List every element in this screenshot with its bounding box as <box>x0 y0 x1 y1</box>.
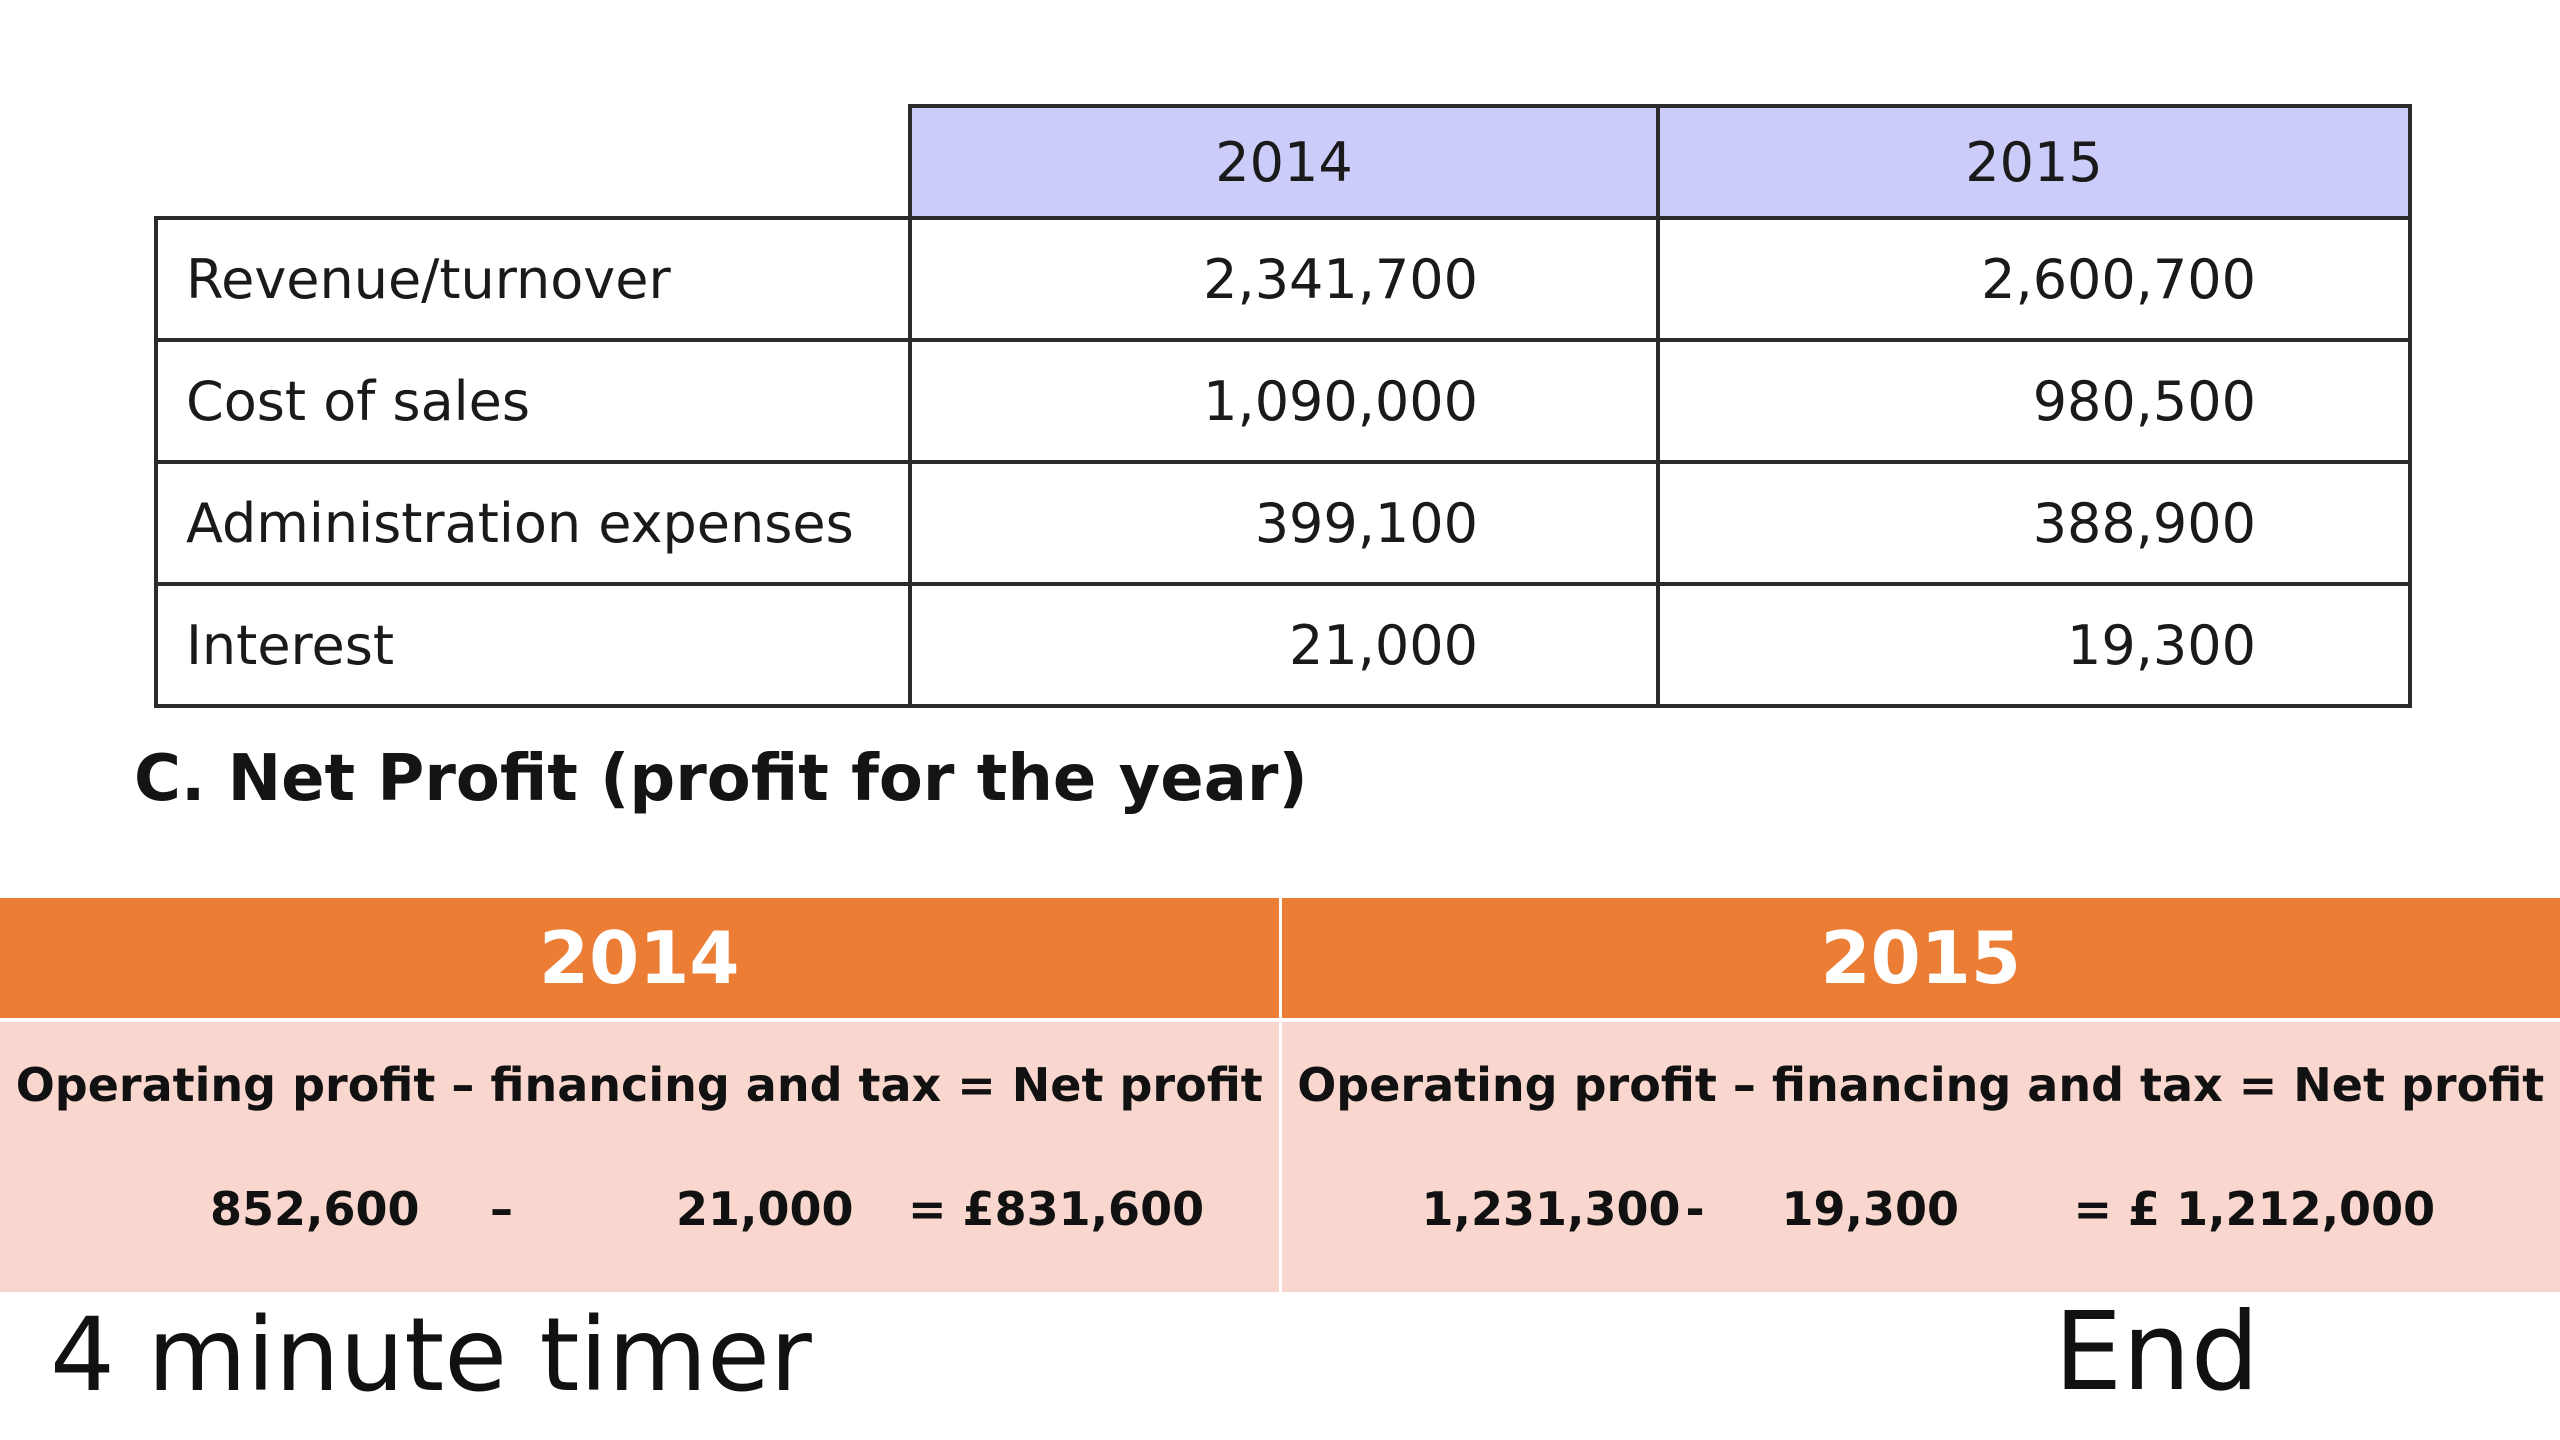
row-label-interest: Interest <box>154 582 912 708</box>
interest-2014: 21,000 <box>908 582 1660 708</box>
net-profit-year-2015: 2015 <box>1278 898 2560 1020</box>
minus-sign-2014: – <box>490 1182 513 1236</box>
row-label-cost-of-sales: Cost of sales <box>154 338 912 464</box>
operating-profit-2014: 852,600 <box>210 1182 420 1236</box>
financials-table: 2014 2015 Revenue/turnover 2,341,700 2,6… <box>154 104 2412 708</box>
end-button[interactable]: End <box>2054 1290 2260 1415</box>
financials-corner-cell <box>156 106 912 220</box>
net-profit-cell-2015: Operating profit – financing and tax = N… <box>1278 1018 2560 1292</box>
table-row: Interest 21,000 19,300 <box>154 582 2412 708</box>
net-profit-year-2014: 2014 <box>0 898 1280 1020</box>
admin-expenses-2014: 399,100 <box>908 460 1660 586</box>
financials-header-2014: 2014 <box>908 104 1660 220</box>
section-heading: C. Net Profit (profit for the year) <box>134 742 1308 816</box>
net-profit-result-2015: = £ 1,212,000 <box>2073 1182 2436 1236</box>
financing-2014: 21,000 <box>676 1182 854 1236</box>
table-row: Cost of sales 1,090,000 980,500 <box>154 338 2412 464</box>
timer-label: 4 minute timer <box>50 1296 812 1415</box>
row-label-revenue: Revenue/turnover <box>154 216 912 342</box>
operating-profit-2015: 1,231,300 <box>1421 1182 1681 1236</box>
net-profit-table: 2014 2015 Operating profit – financing a… <box>0 898 2560 1292</box>
net-profit-result-2014: = £831,600 <box>908 1182 1205 1236</box>
admin-expenses-2015: 388,900 <box>1656 460 2412 586</box>
table-row: Revenue/turnover 2,341,700 2,600,700 <box>154 216 2412 342</box>
net-profit-body-row: Operating profit – financing and tax = N… <box>0 1018 2560 1292</box>
cost-of-sales-2014: 1,090,000 <box>908 338 1660 464</box>
formula-2014: Operating profit – financing and tax = N… <box>15 1058 1263 1112</box>
net-profit-header-row: 2014 2015 <box>0 898 2560 1020</box>
minus-sign-2015: - <box>1685 1182 1705 1236</box>
interest-2015: 19,300 <box>1656 582 2412 708</box>
formula-2015: Operating profit – financing and tax = N… <box>1297 1058 2545 1112</box>
table-row: Administration expenses 399,100 388,900 <box>154 460 2412 586</box>
net-profit-cell-2014: Operating profit – financing and tax = N… <box>0 1018 1280 1292</box>
financials-header-2015: 2015 <box>1656 104 2412 220</box>
revenue-2014: 2,341,700 <box>908 216 1660 342</box>
row-label-admin-expenses: Administration expenses <box>154 460 912 586</box>
financials-header-row: 2014 2015 <box>156 104 2412 220</box>
cost-of-sales-2015: 980,500 <box>1656 338 2412 464</box>
financing-2015: 19,300 <box>1781 1182 1960 1236</box>
revenue-2015: 2,600,700 <box>1656 216 2412 342</box>
